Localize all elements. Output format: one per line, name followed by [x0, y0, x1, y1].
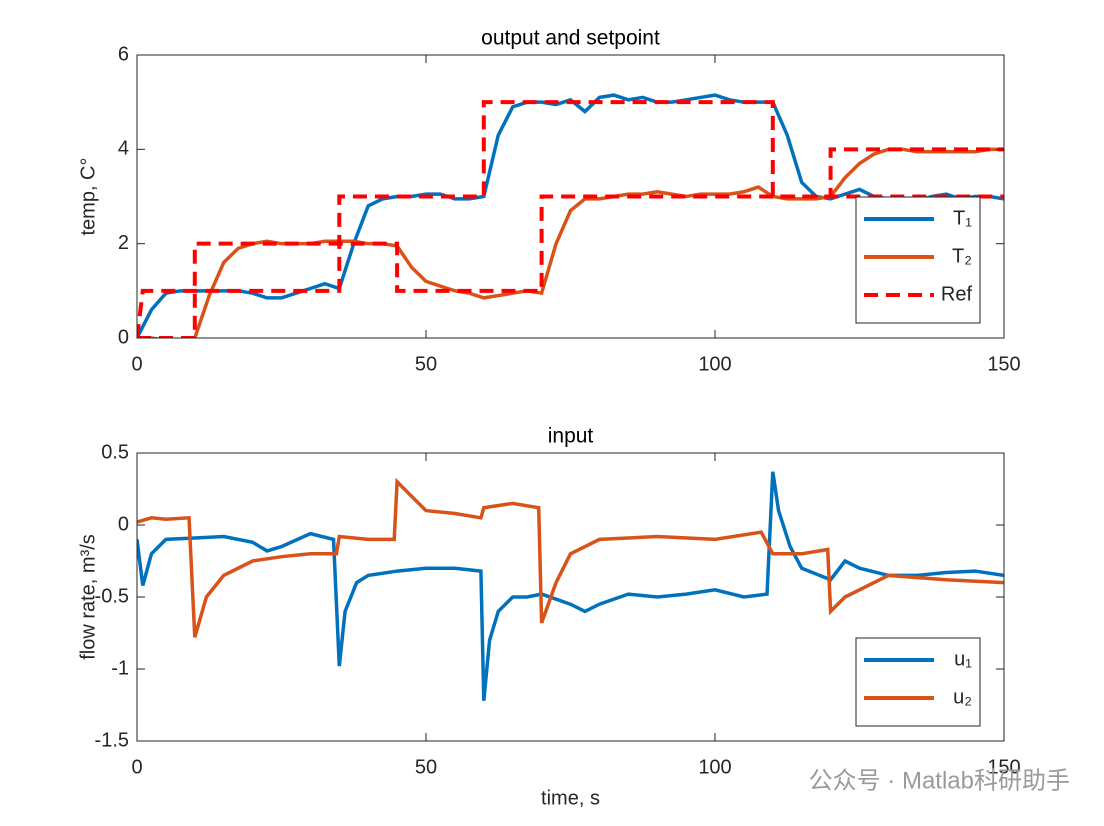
- data-line: [137, 147, 1004, 338]
- y-tick-label: 2: [118, 232, 129, 254]
- y-tick-label: -0.5: [95, 585, 129, 607]
- chart-title: output and setpoint: [481, 27, 660, 50]
- legend-box: [855, 637, 981, 727]
- data-line: [137, 477, 1004, 638]
- legend-label: u₁: [954, 648, 972, 670]
- x-tick-label: 150: [987, 353, 1020, 375]
- y-tick-label: 6: [118, 43, 129, 65]
- data-line: [137, 93, 1004, 338]
- x-tick-label: 0: [131, 353, 142, 375]
- legend-label: Ref: [941, 283, 973, 305]
- data-line: [137, 471, 1004, 701]
- legend-label: u₂: [953, 686, 972, 708]
- watermark: 公众号 · Matlab科研助手: [809, 767, 1070, 794]
- y-tick-label: -1: [111, 657, 129, 679]
- y-axis-label: flow rate, m³/s: [77, 534, 99, 660]
- y-tick-label: 0.5: [101, 441, 129, 463]
- x-axis-label: time, s: [541, 787, 600, 809]
- y-tick-label: -1.5: [95, 729, 129, 751]
- legend-label: T₂: [952, 245, 972, 267]
- x-tick-label: 0: [131, 756, 142, 778]
- x-tick-label: 50: [415, 756, 437, 778]
- x-tick-label: 100: [698, 756, 731, 778]
- x-tick-label: 50: [415, 353, 437, 375]
- data-line: [137, 147, 1004, 338]
- legend-label: T₁: [953, 207, 972, 229]
- data-line: [137, 100, 1004, 338]
- chart-title: input: [548, 425, 594, 448]
- x-tick-label: 100: [698, 353, 731, 375]
- x-tick-label: 150: [987, 756, 1020, 778]
- y-tick-label: 0: [118, 326, 129, 348]
- y-tick-label: 4: [118, 138, 129, 160]
- y-tick-label: 0: [118, 513, 129, 535]
- y-axis-label: temp, C°: [77, 157, 99, 235]
- axes-box: [136, 54, 1005, 339]
